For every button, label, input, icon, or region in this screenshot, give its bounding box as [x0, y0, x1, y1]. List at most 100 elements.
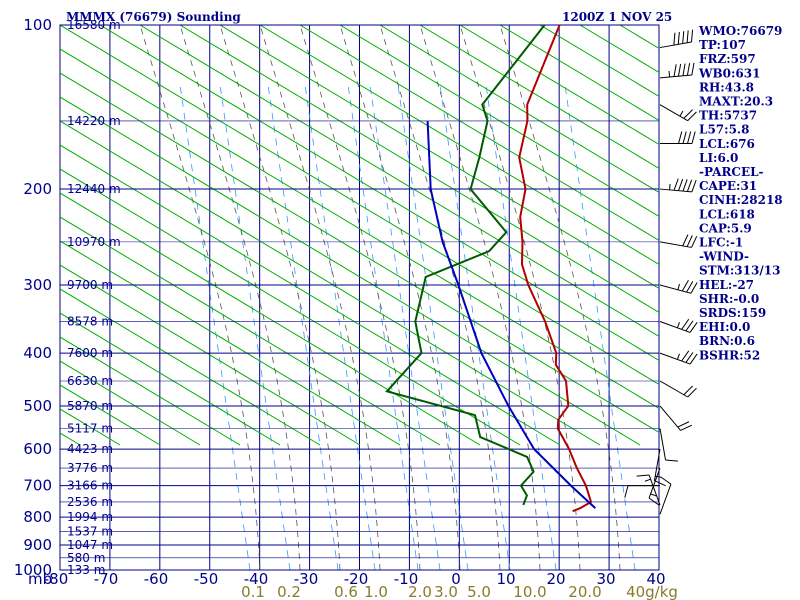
- wind-barb-flag: [685, 320, 694, 332]
- wind-barb-half: [676, 353, 680, 360]
- temperature-tick-label: 20: [546, 570, 565, 588]
- pressure-tick-label: 200: [23, 180, 52, 198]
- index-line: MAXT:20.3: [699, 95, 773, 109]
- height-level-lines: [60, 120, 659, 559]
- wind-barb: [659, 104, 697, 122]
- index-line: CAPE:31: [699, 179, 757, 193]
- wind-barb-flag: [654, 480, 666, 487]
- wind-barb-flag: [691, 29, 694, 43]
- mixing-ratio-label: 0.1: [241, 583, 265, 600]
- mixing-ratio-label: 5.0: [467, 583, 491, 600]
- height-label: 1994 m: [67, 510, 113, 524]
- wind-barb: [659, 405, 693, 431]
- wind-barb-shaft: [659, 321, 691, 333]
- dry-adiabat: [419, 25, 659, 169]
- wind-barb-flag: [673, 64, 677, 77]
- index-line: FRZ:597: [699, 52, 756, 66]
- temperature-tick-label: 30: [596, 570, 615, 588]
- dry-adiabat: [179, 25, 659, 313]
- dry-adiabat: [60, 264, 361, 446]
- wind-barb-flag: [691, 235, 698, 248]
- series-parcel: [426, 120, 596, 509]
- height-label: 580 m: [67, 551, 105, 565]
- wind-barb: [659, 29, 694, 49]
- wind-barb-flag: [689, 353, 698, 365]
- wind-barb-flag: [687, 131, 692, 144]
- dry-adiabat: [60, 96, 641, 446]
- wind-barb: [653, 449, 666, 487]
- mixing-ratio-line-1: [304, 84, 376, 570]
- wind-barb-shaft: [659, 284, 692, 294]
- height-label: 6630 m: [67, 374, 113, 388]
- mixing-ratio-line-0.6: [267, 84, 339, 570]
- wind-barb-shaft: [659, 352, 691, 365]
- wind-barb-flag: [686, 63, 691, 76]
- height-label: 8578 m: [67, 315, 113, 329]
- height-label: 133 m: [67, 563, 105, 577]
- temperature-tick-label: 0: [451, 570, 461, 588]
- mixing-ratio-label: 0.2: [277, 583, 301, 600]
- dry-adiabat: [539, 25, 659, 97]
- moist-adiabat: [459, 25, 581, 570]
- height-label: 1537 m: [67, 525, 113, 539]
- height-label: 1047 m: [67, 538, 113, 552]
- wind-barb-half: [669, 183, 671, 190]
- dry-adiabat: [60, 336, 241, 446]
- moist-adiabat: [339, 25, 461, 570]
- wind-barb: [660, 131, 696, 145]
- wind-barb-flag: [681, 279, 689, 292]
- pressure-tick-label: 500: [23, 397, 52, 415]
- pressure-tick-label: 400: [23, 344, 52, 362]
- wind-barb-flag: [687, 111, 697, 121]
- index-line: TP:107: [699, 38, 746, 52]
- wind-barb-half: [676, 322, 680, 329]
- wind-barb-flag: [686, 281, 694, 293]
- index-line: LI:6.0: [699, 151, 738, 165]
- mixing-ratio-label: 1.0: [364, 583, 388, 600]
- mixing-ratio-label: 3.0: [434, 583, 458, 600]
- series-dewpoint: [385, 25, 546, 506]
- dry-adiabat: [60, 192, 481, 446]
- mixing-ratio-line-2: [347, 84, 419, 570]
- wind-barb-half: [644, 478, 651, 482]
- mixing-ratio-label: 2.0: [408, 583, 432, 600]
- wind-barb-flag: [677, 31, 680, 45]
- dry-adiabat: [60, 240, 401, 446]
- skew-temperature-lines: [60, 25, 659, 570]
- wind-barb-shaft: [659, 41, 692, 49]
- wind-barb-half: [679, 110, 684, 117]
- wind-barb-shaft: [659, 241, 692, 248]
- index-line: WB0:631: [698, 66, 760, 80]
- wind-barb: [659, 476, 672, 515]
- pressure-tick-label: 100: [23, 16, 52, 34]
- wind-barb-shaft: [659, 483, 672, 515]
- wind-barb-flag: [677, 63, 682, 77]
- wind-barb-half: [655, 475, 662, 478]
- mixing-ratio-label: 0.6: [334, 583, 358, 600]
- valid-time: 1200Z 1 NOV 25: [562, 10, 672, 24]
- height-label: 3776 m: [67, 461, 113, 475]
- wind-barb-shaft: [659, 405, 681, 431]
- index-line: -WIND-: [699, 250, 749, 264]
- height-label: 5870 m: [67, 399, 113, 413]
- chart-title: MMMX (76679) Sounding: [66, 10, 241, 24]
- mixing-ratio-line-10: [439, 84, 511, 570]
- temperature-tick-label: -60: [144, 570, 169, 588]
- wind-barb-shaft: [659, 428, 667, 461]
- moist-adiabat: [219, 25, 341, 570]
- index-line: SHR:-0.0: [699, 292, 759, 306]
- moist-adiabats: [139, 25, 621, 570]
- wind-barb-shaft: [659, 188, 692, 193]
- wind-barb-half: [650, 493, 657, 497]
- wind-barb-flag: [686, 30, 689, 43]
- index-line: -PARCEL-: [699, 165, 764, 179]
- wind-barb-flag: [683, 385, 693, 396]
- height-label: 5117 m: [67, 421, 113, 435]
- wind-barb-flag: [689, 321, 698, 333]
- mixing-ratio-line-0.1: [179, 84, 251, 570]
- index-line: LCL:676: [699, 137, 755, 151]
- dry-adiabat: [60, 120, 601, 446]
- wind-barbs: [624, 29, 698, 515]
- index-line: STM:313/13: [699, 264, 780, 278]
